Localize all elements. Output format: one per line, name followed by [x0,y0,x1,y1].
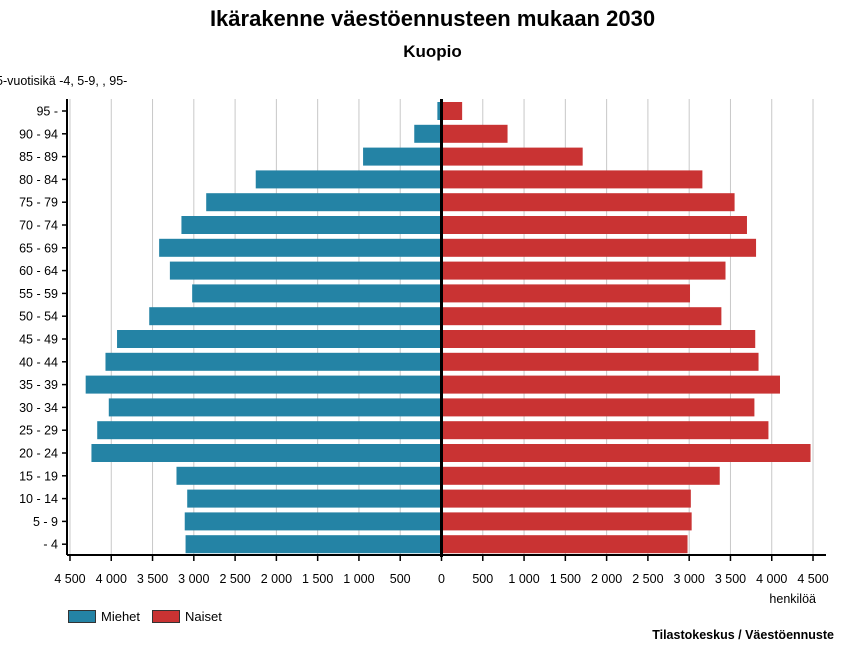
bar-miehet-0 [437,102,442,120]
bar-miehet-3 [255,170,442,189]
y-tick-label-12: 35 - 39 [19,378,58,392]
y-tick-label-8: 55 - 59 [19,287,58,301]
y-tick-label-15: 20 - 24 [19,447,58,461]
bar-miehet-7 [169,261,442,280]
bar-miehet-16 [176,466,442,485]
x-tick-label-9: 0 [438,572,445,586]
x-tick-label-15: 3 000 [674,572,705,586]
bar-naiset-1 [441,124,508,143]
legend-label-naiset: Naiset [185,609,222,624]
bar-miehet-18 [184,512,442,531]
legend: Miehet Naiset [68,609,234,624]
bar-miehet-1 [414,124,442,143]
x-tick-label-4: 2 500 [219,572,250,586]
bar-naiset-3 [441,170,703,189]
x-tick-label-3: 3 000 [178,572,209,586]
x-tick-label-17: 4 000 [756,572,787,586]
x-tick-label-2: 3 500 [137,572,168,586]
bar-miehet-13 [108,398,442,417]
bar-naiset-0 [441,102,463,120]
chart-title: Ikärakenne väestöennusteen mukaan 2030 [209,6,656,31]
bar-miehet-10 [117,330,442,348]
y-tick-label-5: 70 - 74 [19,219,58,233]
bar-naiset-19 [441,535,688,554]
x-tick-label-11: 1 000 [508,572,539,586]
bar-miehet-4 [206,193,442,212]
x-tick-label-7: 1 000 [343,572,374,586]
y-tick-label-2: 85 - 89 [19,150,58,164]
y-tick-label-11: 40 - 44 [19,355,58,369]
y-tick-label-16: 15 - 19 [19,469,58,483]
legend-item-naiset: Naiset [152,609,222,624]
bar-miehet-19 [185,535,442,554]
bar-naiset-2 [441,147,583,166]
x-tick-label-5: 2 000 [261,572,292,586]
y-tick-label-1: 90 - 94 [19,127,58,141]
bar-naiset-12 [441,375,780,394]
x-axis-title: henkilöä [769,592,816,606]
bar-miehet-11 [105,352,442,371]
x-tick-label-10: 500 [472,572,493,586]
x-tick-label-1: 4 000 [96,572,127,586]
bar-miehet-14 [97,421,442,440]
axes [62,99,826,561]
bar-miehet-8 [192,284,442,303]
tick-labels: 95 - 90 - 94 85 - 89 80 - 84 75 - 79 70 - 74 6… [0,74,829,606]
source-credit: Tilastokeskus / Väestöennuste [652,628,834,642]
x-tick-label-13: 2 000 [591,572,622,586]
bar-miehet-9 [149,307,442,326]
legend-label-miehet: Miehet [101,609,141,624]
bar-miehet-5 [181,216,442,234]
bars [85,102,811,554]
bar-naiset-13 [441,398,755,417]
chart-subtitle: Kuopio [403,42,462,61]
bar-miehet-12 [85,375,442,394]
legend-swatch-naiset [152,610,181,623]
bar-miehet-2 [363,147,442,166]
bar-naiset-6 [441,238,757,257]
y-tick-label-10: 45 - 49 [19,333,58,347]
bar-miehet-15 [91,444,442,462]
y-tick-label-17: 10 - 14 [19,492,58,506]
y-tick-label-9: 50 - 54 [19,310,58,324]
x-tick-label-18: 4 500 [797,572,828,586]
bar-naiset-10 [441,330,756,348]
legend-swatch-miehet [68,610,96,623]
x-tick-label-14: 2 500 [632,572,663,586]
x-tick-label-8: 500 [390,572,411,586]
bar-miehet-17 [187,489,442,508]
y-tick-label-19: - 4 [43,538,58,552]
y-axis-title: 5-vuotisikä -4, 5-9, , 95- [0,74,127,88]
x-tick-label-12: 1 500 [550,572,581,586]
y-tick-label-0: 95 - [36,105,58,119]
bar-naiset-9 [441,307,722,326]
legend-item-miehet: Miehet [68,609,140,624]
bar-miehet-6 [159,238,442,257]
y-tick-label-18: 5 - 9 [33,515,58,529]
bar-naiset-8 [441,284,691,303]
bar-naiset-18 [441,512,692,531]
y-tick-label-6: 65 - 69 [19,241,58,255]
bar-naiset-4 [441,193,735,212]
bar-naiset-7 [441,261,726,280]
y-tick-label-7: 60 - 64 [19,264,58,278]
x-tick-label-0: 4 500 [54,572,85,586]
bar-naiset-17 [441,489,691,508]
bar-naiset-5 [441,216,747,234]
x-tick-label-16: 3 500 [715,572,746,586]
y-tick-label-3: 80 - 84 [19,173,58,187]
bar-naiset-14 [441,421,769,440]
x-tick-label-6: 1 500 [302,572,333,586]
bar-naiset-15 [441,444,811,462]
y-tick-label-13: 30 - 34 [19,401,58,415]
bar-naiset-11 [441,352,759,371]
y-tick-label-4: 75 - 79 [19,196,58,210]
y-tick-label-14: 25 - 29 [19,424,58,438]
bar-naiset-16 [441,466,720,485]
